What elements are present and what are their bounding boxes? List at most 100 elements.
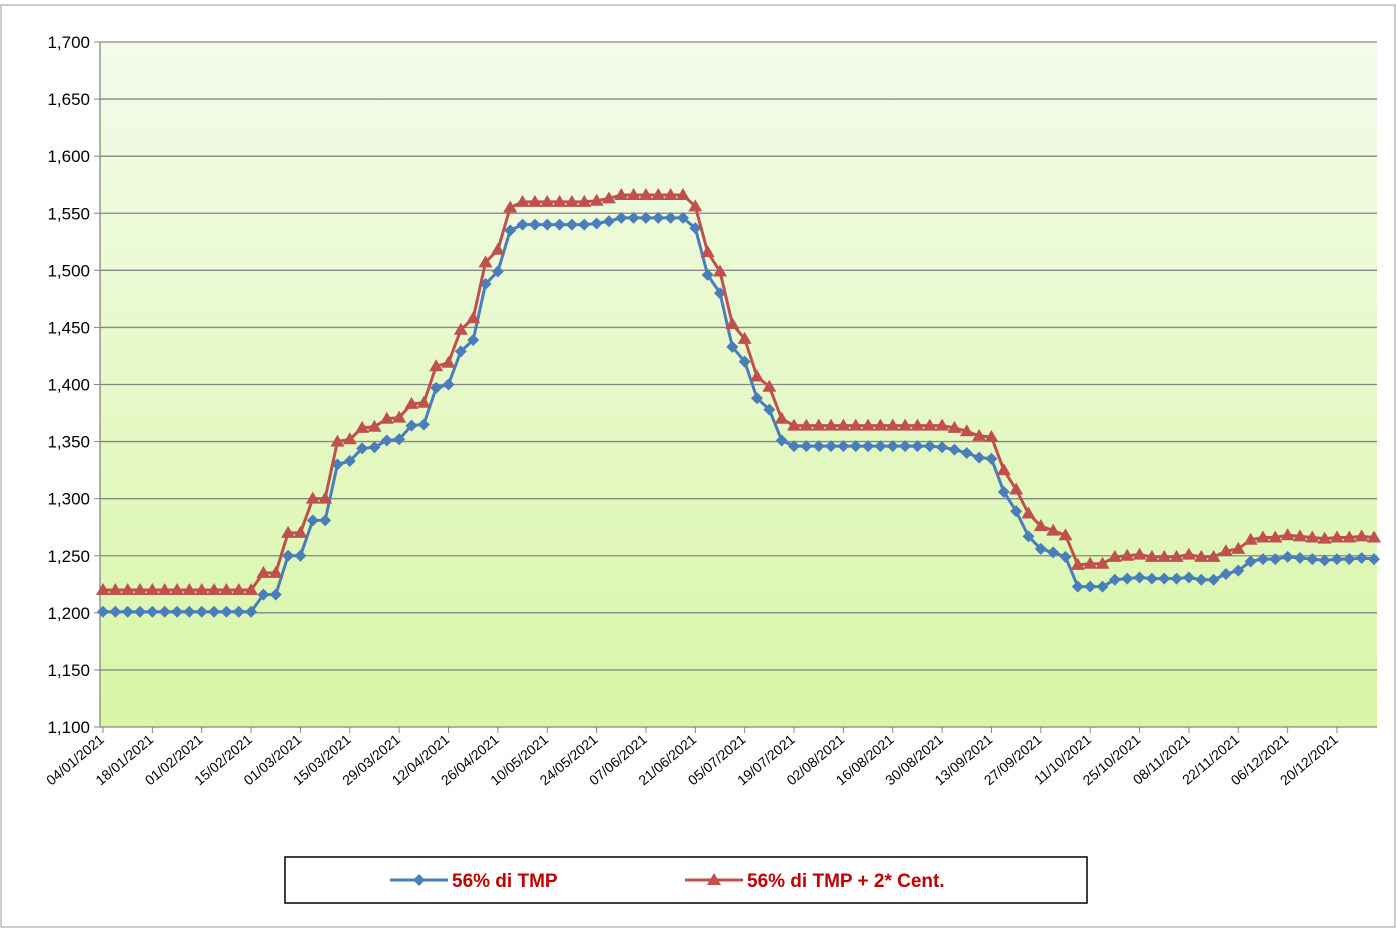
point-marker xyxy=(1170,572,1183,585)
point-marker xyxy=(750,369,765,382)
point-marker xyxy=(738,355,751,368)
y-tick-label: 1,150 xyxy=(47,661,90,680)
point-marker xyxy=(1329,530,1344,543)
point-marker xyxy=(664,211,677,224)
point-marker xyxy=(689,222,702,235)
point-marker xyxy=(1108,573,1121,586)
point-marker xyxy=(466,311,481,324)
point-marker xyxy=(393,433,406,446)
point-marker xyxy=(1182,571,1195,584)
point-marker xyxy=(848,418,863,431)
point-marker xyxy=(837,440,850,453)
point-marker xyxy=(1010,505,1023,518)
point-marker xyxy=(959,424,974,437)
point-marker xyxy=(1268,530,1283,543)
point-marker xyxy=(923,440,936,453)
point-marker xyxy=(824,418,839,431)
point-marker xyxy=(515,194,530,207)
point-marker xyxy=(231,583,246,595)
point-marker xyxy=(1281,550,1294,563)
point-marker xyxy=(1243,532,1258,545)
point-marker xyxy=(873,418,888,431)
point-marker xyxy=(540,194,555,207)
point-marker xyxy=(405,419,418,432)
point-marker xyxy=(208,605,221,618)
point-marker xyxy=(1280,528,1295,541)
point-marker xyxy=(947,420,962,433)
point-marker xyxy=(726,340,739,353)
point-marker xyxy=(663,187,678,200)
point-marker xyxy=(787,418,802,431)
y-tick-label: 1,200 xyxy=(47,604,90,623)
point-marker xyxy=(430,381,443,394)
point-marker xyxy=(1121,572,1134,585)
point-marker xyxy=(997,485,1010,498)
point-marker xyxy=(1306,553,1319,566)
point-marker xyxy=(1244,555,1257,568)
point-marker xyxy=(1367,530,1381,543)
point-marker xyxy=(356,442,369,455)
point-marker xyxy=(268,565,283,578)
point-marker xyxy=(97,605,109,618)
y-tick-label: 1,100 xyxy=(47,718,90,737)
y-tick-label: 1,350 xyxy=(47,433,90,452)
point-marker xyxy=(342,432,357,445)
point-marker xyxy=(219,583,234,595)
point-marker xyxy=(282,549,295,562)
point-marker xyxy=(195,605,208,618)
point-marker xyxy=(158,605,171,618)
point-marker xyxy=(1058,528,1073,541)
point-marker xyxy=(244,583,259,595)
y-tick-label: 1,300 xyxy=(47,490,90,509)
point-marker xyxy=(862,440,875,453)
point-marker xyxy=(638,187,653,200)
point-marker xyxy=(1120,548,1135,561)
point-marker xyxy=(578,218,591,231)
point-marker xyxy=(651,187,666,200)
point-marker xyxy=(553,218,566,231)
legend-label: 56% di TMP xyxy=(452,871,558,892)
point-marker xyxy=(984,430,999,443)
point-marker xyxy=(751,392,764,405)
point-marker xyxy=(245,605,258,618)
point-marker xyxy=(1255,530,1270,543)
point-marker xyxy=(911,440,924,453)
point-marker xyxy=(973,451,986,464)
point-marker xyxy=(490,242,505,255)
point-marker xyxy=(577,194,592,207)
point-marker xyxy=(343,454,356,467)
point-marker xyxy=(319,514,332,527)
point-marker xyxy=(602,215,615,228)
point-marker xyxy=(886,440,899,453)
point-marker xyxy=(1145,572,1158,585)
point-marker xyxy=(799,418,814,431)
point-marker xyxy=(948,443,961,456)
point-marker xyxy=(232,605,245,618)
point-marker xyxy=(700,245,715,258)
point-marker xyxy=(380,434,393,447)
point-marker xyxy=(1218,544,1233,557)
y-tick-label: 1,600 xyxy=(47,147,90,166)
point-marker xyxy=(442,378,455,391)
point-marker xyxy=(762,379,777,392)
point-marker xyxy=(404,396,419,409)
point-marker xyxy=(1256,553,1269,566)
point-marker xyxy=(1022,530,1035,543)
point-marker xyxy=(157,583,172,595)
point-marker xyxy=(207,583,222,595)
point-marker xyxy=(763,403,776,416)
point-marker xyxy=(96,583,110,595)
point-marker xyxy=(379,411,394,424)
point-marker xyxy=(885,418,900,431)
point-marker xyxy=(528,218,541,231)
point-marker xyxy=(1207,573,1220,586)
point-marker xyxy=(712,264,727,277)
point-marker xyxy=(626,187,641,200)
point-marker xyxy=(330,434,345,447)
y-tick-label: 1,450 xyxy=(47,318,90,337)
point-marker xyxy=(146,605,159,618)
y-tick-label: 1,500 xyxy=(47,261,90,280)
point-marker xyxy=(589,193,604,206)
point-marker xyxy=(922,418,937,431)
